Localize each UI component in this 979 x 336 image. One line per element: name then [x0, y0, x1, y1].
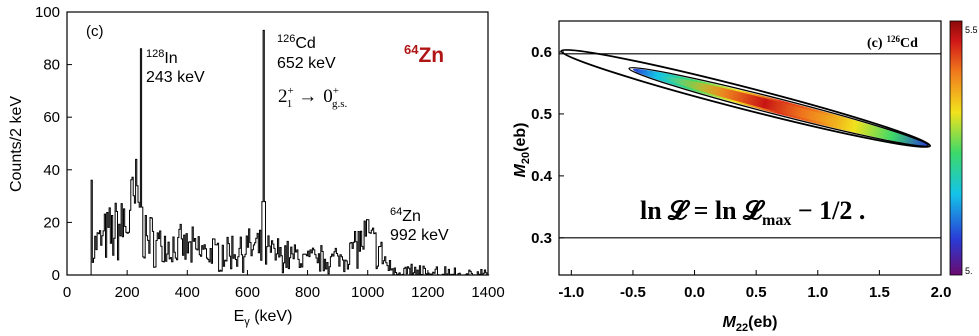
spectrum-y-tick-label: 20 [43, 214, 60, 231]
in-peak-mass: 128 [146, 48, 164, 60]
equation-rhs: − 1/2 . [791, 196, 865, 225]
spectrum-y-tick-label: 60 [43, 109, 60, 126]
spectrum-xlabel-sub: γ [244, 316, 250, 328]
spectrum-x-tick-label: 1400 [471, 284, 504, 301]
likelihood-heatmap-core [661, 76, 869, 131]
likelihood-x-ticks: -1.0 -0.5 0.0 0.5 1.0 1.5 2.0 [558, 270, 951, 301]
likelihood-x-tick-label: -0.5 [620, 284, 646, 301]
likelihood-x-tick-label: 2.0 [931, 284, 952, 301]
colorbar-max-label: 5.5 [965, 25, 978, 35]
likelihood-xlabel-main: M [723, 314, 737, 331]
likelihood-y-tick-label: 0.3 [531, 230, 552, 247]
likelihood-ylabel-main: M [512, 163, 529, 177]
in-peak-nucleus-label: 128In [146, 48, 178, 67]
likelihood-contour-outer [560, 48, 931, 148]
likelihood-x-tick-label: 1.0 [807, 284, 828, 301]
zn-peak-nucleus-label: 64Zn [390, 206, 421, 225]
equation-sub: max [762, 212, 791, 229]
likelihood-x-tick-label: 1.5 [869, 284, 890, 301]
zn-title-mass: 64 [404, 42, 419, 57]
spectrum-x-tick-label: 0 [63, 284, 71, 301]
likelihood-y-tick-label: 0.4 [531, 168, 553, 185]
transition-initial-sub: 1 [287, 98, 293, 110]
likelihood-y-tick-label: 0.6 [531, 44, 552, 61]
likelihood-ylabel-sub: 20 [520, 152, 532, 164]
zn-title-symbol: Zn [418, 44, 444, 67]
spectrum-xlabel-unit: (keV) [250, 308, 293, 325]
transition-label: 2+ 1 → 0+ g.s. [278, 85, 347, 110]
spectrum-x-axis-title: Eγ (keV) [234, 308, 293, 328]
transition-initial: 2 [278, 86, 288, 107]
transition-final-sup: + [333, 85, 339, 97]
cd-peak-mass: 126 [277, 33, 295, 45]
likelihood-panel-tag: (c) [867, 36, 883, 51]
transition-final: 0 [323, 86, 333, 107]
spectrum-y-tick-label: 100 [35, 4, 60, 21]
likelihood-panel: -1.0 -0.5 0.0 0.5 1.0 1.5 2.0 0.3 0.4 0.5 0.6 (c)… [512, 20, 978, 334]
spectrum-plot-frame [66, 11, 489, 276]
likelihood-xlabel-sub: 22 [736, 322, 748, 334]
spectrum-xlabel-main: E [234, 308, 245, 325]
spectrum-y-ticks: 0 20 40 60 80 100 [35, 4, 72, 284]
spectrum-panel-label: (c) [86, 23, 104, 40]
transition-final-sub: g.s. [332, 98, 348, 110]
cd-peak-nucleus-label: 126Cd [277, 33, 316, 52]
spectrum-x-tick-label: 800 [295, 284, 320, 301]
likelihood-equation: ln 𝓛 = ln 𝓛max − 1/2 . [640, 196, 865, 229]
in-peak-energy: 243 keV [146, 69, 205, 86]
likelihood-plot-frame [558, 20, 942, 276]
spectrum-x-tick-label: 1200 [411, 284, 444, 301]
spectrum-x-tick-label: 200 [115, 284, 140, 301]
likelihood-x-tick-label: 0.0 [684, 284, 705, 301]
colorbar [949, 20, 963, 276]
spectrum-x-tick-label: 1000 [351, 284, 384, 301]
spectrum-x-ticks: 0 200 400 600 800 1000 1200 1400 [63, 270, 505, 301]
likelihood-x-axis-title: M22(eb) [723, 314, 778, 334]
likelihood-panel-label: (c) 126Cd [867, 34, 918, 51]
spectrum-x-tick-label: 600 [235, 284, 260, 301]
likelihood-panel-mass: 126 [887, 34, 901, 44]
transition-initial-sup: + [288, 85, 294, 97]
transition-arrow: → [298, 86, 317, 107]
spectrum-y-tick-label: 40 [43, 162, 60, 179]
cd-peak-symbol: Cd [295, 35, 315, 52]
cd-peak-energy: 652 keV [277, 55, 336, 72]
equation-lhs: ln 𝓛 = ln 𝓛 [640, 196, 766, 225]
spectrum-y-tick-label: 0 [52, 267, 60, 284]
likelihood-y-tick-label: 0.5 [531, 106, 552, 123]
zn-title-label: 64Zn [404, 42, 444, 67]
spectrum-x-tick-label: 400 [175, 284, 200, 301]
likelihood-y-ticks: 0.3 0.4 0.5 0.6 [531, 44, 564, 247]
likelihood-x-tick-label: -1.0 [558, 284, 584, 301]
likelihood-panel-symbol: Cd [900, 36, 918, 51]
likelihood-contour-inner [628, 67, 929, 147]
zn-peak-energy: 992 keV [390, 227, 449, 244]
spectrum-y-tick-label: 80 [43, 57, 60, 74]
spectrum-y-axis-title: Counts/2 keV [8, 96, 25, 192]
in-peak-symbol: In [164, 50, 177, 67]
colorbar-min-label: 5. [965, 266, 973, 276]
likelihood-x-tick-label: 0.5 [746, 284, 767, 301]
zn-peak-mass: 64 [390, 206, 402, 218]
zn-peak-symbol: Zn [402, 208, 421, 225]
likelihood-y-axis-title: M20(eb) [512, 123, 532, 178]
likelihood-xlabel-unit: (eb) [748, 314, 777, 331]
likelihood-ylabel-unit: (eb) [512, 123, 529, 152]
